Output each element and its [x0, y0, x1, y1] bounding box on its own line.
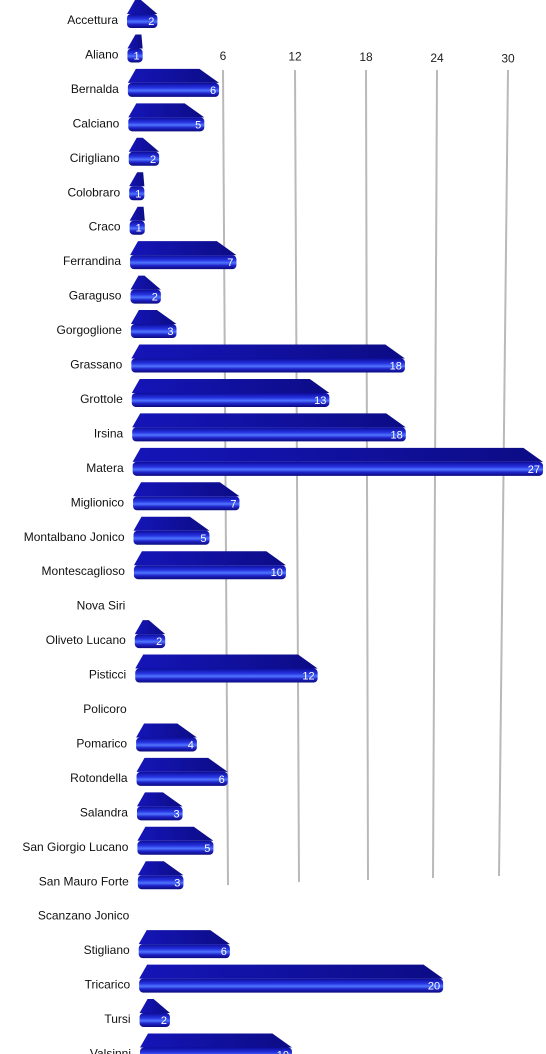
bar: 12 [135, 654, 318, 683]
bar-value-label: 6 [219, 774, 225, 786]
category-label: Ferrandina [63, 254, 121, 268]
category-label: Pisticci [89, 668, 126, 682]
bar: 3 [130, 310, 177, 339]
bar-value-label: 10 [277, 1050, 289, 1054]
bar: 5 [128, 103, 205, 132]
category-label: San Mauro Forte [39, 874, 129, 888]
category-label: Grassano [70, 358, 122, 372]
bar-value-label: 2 [148, 16, 154, 28]
bar: 2 [130, 275, 161, 304]
category-label: Montescaglioso [42, 564, 126, 578]
bar-value-label: 2 [152, 292, 158, 304]
category-label: Miglionico [71, 495, 125, 509]
bar-value-label: 20 [428, 981, 440, 993]
gridline [222, 69, 229, 886]
category-label: Scanzano Jonico [38, 909, 130, 923]
x-tick-label: 6 [220, 49, 227, 63]
bar: 2 [139, 999, 170, 1028]
bar-value-label: 5 [195, 119, 201, 131]
gridlines [222, 69, 509, 886]
bar-value-label: 18 [390, 361, 402, 373]
category-label: Craco [89, 220, 121, 234]
category-label: Nova Siri [77, 599, 126, 613]
bar-value-label: 1 [134, 50, 140, 62]
bar: 1 [127, 34, 143, 63]
bar: 6 [127, 68, 220, 97]
bar: 3 [136, 792, 183, 821]
bar-value-label: 3 [167, 326, 173, 338]
bar-value-label: 3 [173, 808, 179, 820]
bar-value-label: 3 [174, 877, 180, 889]
x-tick-label: 18 [359, 50, 373, 64]
bar-value-label: 12 [302, 671, 314, 683]
category-label: Stigliano [84, 943, 130, 957]
bar-value-label: 6 [221, 946, 227, 958]
bar: 10 [133, 551, 286, 580]
category-label: San Giorgio Lucano [22, 840, 128, 854]
bar-value-label: 5 [204, 843, 210, 855]
bar-value-label: 18 [391, 429, 403, 441]
bar: 4 [136, 723, 197, 752]
bar: 5 [133, 516, 210, 545]
category-label: Valsinni [90, 1047, 131, 1054]
gridline [294, 69, 300, 883]
category-label: Calciano [73, 116, 120, 130]
bar: 2 [127, 0, 158, 28]
category-label: Cirigliano [70, 151, 120, 165]
x-axis-ticks: 6 12 18 24 30 [220, 49, 515, 65]
x-tick-label: 24 [430, 51, 444, 65]
bar: 1 [129, 206, 145, 235]
bar: 10 [140, 1033, 292, 1054]
bar-value-label: 2 [156, 636, 162, 648]
bar: 7 [130, 241, 237, 270]
category-label: Garaguso [69, 289, 122, 303]
bar: 18 [131, 344, 405, 373]
category-label: Tursi [104, 1012, 130, 1026]
bar-value-label: 10 [271, 567, 283, 579]
category-label: Aliano [85, 47, 119, 61]
x-tick-label: 12 [288, 50, 302, 64]
category-label: Oliveto Lucano [46, 633, 126, 647]
bar-value-label: 6 [210, 85, 216, 97]
category-label: Accettura [67, 13, 118, 27]
x-tick-label: 30 [501, 51, 515, 65]
bar-value-label: 7 [230, 498, 236, 510]
bar: 7 [133, 482, 240, 511]
bar-value-label: 2 [150, 154, 156, 166]
bar-value-label: 1 [135, 188, 141, 200]
category-label: Bernalda [71, 82, 119, 96]
category-label: Colobraro [67, 185, 120, 199]
category-label: Tricarico [85, 978, 131, 992]
bar-value-label: 27 [528, 464, 540, 476]
category-label: Montalbano Jonico [24, 530, 125, 544]
bar: 3 [137, 861, 184, 890]
category-labels: Accettura Aliano Bernalda Calciano Ciriglian… [22, 13, 131, 1054]
category-label: Grottole [80, 392, 123, 406]
bar: 2 [128, 137, 160, 166]
bar: 5 [137, 826, 214, 855]
bar: 1 [129, 172, 145, 201]
bar: 2 [134, 620, 166, 649]
category-label: Matera [86, 461, 124, 475]
category-label: Salandra [80, 805, 128, 819]
bar: 27 [132, 447, 544, 476]
category-label: Gorgoglione [57, 323, 123, 337]
bar-value-label: 1 [136, 223, 142, 235]
category-label: Irsina [94, 426, 124, 440]
bar-value-label: 13 [314, 395, 326, 407]
bar: 6 [138, 930, 230, 959]
bar: 20 [139, 964, 444, 993]
bar-value-label: 4 [188, 739, 194, 751]
category-label: Pomarico [76, 736, 127, 750]
bar: 6 [136, 757, 228, 786]
bars: 216521172318131827751021246353620210 [127, 0, 544, 1054]
bar: 13 [131, 378, 330, 407]
bar-value-label: 7 [227, 257, 233, 269]
bar-value-label: 5 [200, 533, 206, 545]
category-label: Policoro [83, 702, 127, 716]
bar: 18 [132, 413, 406, 442]
category-label: Rotondella [70, 771, 128, 785]
bar-value-label: 2 [161, 1015, 167, 1027]
